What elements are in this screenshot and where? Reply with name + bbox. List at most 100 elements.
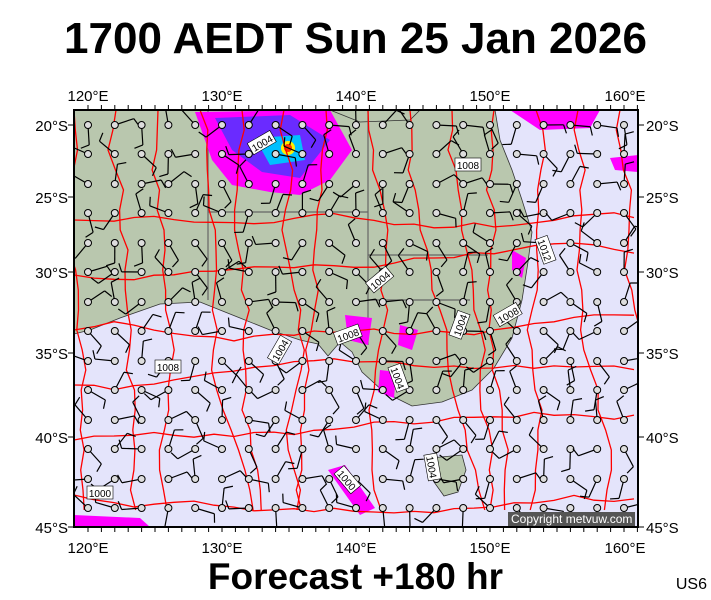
station-marker xyxy=(325,475,334,483)
wind-barb-flag xyxy=(105,262,115,267)
wind-barb-flag xyxy=(506,277,513,286)
wind-barb-flag xyxy=(294,157,298,167)
station-marker xyxy=(271,416,280,424)
station-marker xyxy=(566,327,575,335)
station-marker xyxy=(512,386,521,394)
wind-barb-flag xyxy=(522,284,532,289)
station-marker xyxy=(325,239,334,247)
station-marker xyxy=(137,475,146,483)
station-marker xyxy=(512,357,521,365)
wind-barb-flag xyxy=(198,131,207,138)
wind-barb-flag xyxy=(201,287,208,296)
station-marker xyxy=(271,268,280,276)
station-marker xyxy=(512,180,521,188)
station-marker xyxy=(137,150,146,158)
wind-barb-flag xyxy=(578,253,582,263)
station-marker xyxy=(378,121,387,129)
wind-barb-flag xyxy=(455,125,460,135)
wind-barb-flag xyxy=(544,455,554,460)
wind-barb-flag xyxy=(616,127,620,137)
wind-barb-flag xyxy=(110,277,120,283)
station-marker xyxy=(325,386,334,394)
station-marker xyxy=(352,268,360,276)
station-marker xyxy=(566,475,575,483)
station-marker xyxy=(164,416,173,424)
station-marker xyxy=(298,150,307,158)
station-marker xyxy=(84,504,92,512)
wind-barb-flag xyxy=(85,231,94,238)
station-marker xyxy=(378,150,387,158)
wind-barb-flag xyxy=(134,144,144,149)
station-marker xyxy=(218,239,226,247)
station-marker xyxy=(298,268,307,276)
station-marker xyxy=(593,386,602,394)
wind-barb-flag xyxy=(238,260,247,268)
lat-label: 25°S xyxy=(646,190,679,207)
wind-barb-flag xyxy=(267,423,271,433)
wind-barb-flag xyxy=(90,277,99,284)
wind-barb-flag xyxy=(398,321,408,325)
station-marker xyxy=(378,416,387,424)
station-marker xyxy=(539,327,548,335)
wind-barb-flag xyxy=(573,398,583,401)
station-marker xyxy=(84,150,92,158)
isobar xyxy=(485,110,509,511)
wind-barb-flag xyxy=(579,165,589,169)
wind-barb-flag xyxy=(182,287,191,293)
station-marker xyxy=(110,150,119,158)
wind-barb-flag xyxy=(509,365,518,372)
station-marker xyxy=(298,298,307,306)
station-marker xyxy=(432,357,441,365)
lon-label: 120°E xyxy=(67,540,108,557)
station-marker xyxy=(486,239,494,247)
station-marker xyxy=(405,298,414,306)
station-marker xyxy=(405,209,414,217)
station-marker xyxy=(218,445,226,453)
station-marker xyxy=(110,416,119,424)
station-marker xyxy=(432,150,441,158)
station-marker xyxy=(325,150,334,158)
wind-barb-flag xyxy=(345,280,349,290)
station-marker xyxy=(191,386,200,394)
isobar xyxy=(74,411,635,441)
wind-barb-flag xyxy=(574,526,575,527)
wind-barb-flag xyxy=(277,378,285,386)
wind-barb-flag xyxy=(235,366,242,375)
station-marker xyxy=(405,475,414,483)
station-marker xyxy=(218,209,226,217)
wind-barb-flag xyxy=(117,308,127,315)
station-marker xyxy=(352,445,360,453)
wind-barb-flag xyxy=(171,259,179,268)
station-marker xyxy=(325,121,334,129)
wind-barb-flag xyxy=(117,474,123,484)
wind-barb-flag xyxy=(319,380,327,388)
wind-barb-flag xyxy=(583,313,588,323)
station-marker xyxy=(110,180,119,188)
station-marker xyxy=(459,239,468,247)
wind-barb-flag xyxy=(402,528,410,531)
wind-stations xyxy=(65,110,638,531)
wind-barb-flag xyxy=(65,472,68,480)
map-title: 1700 AEDT Sun 25 Jan 2026 xyxy=(64,14,647,63)
wind-barb-flag xyxy=(574,144,578,154)
wind-barb-flag xyxy=(610,497,620,500)
station-marker xyxy=(164,180,173,188)
lat-label: 45°S xyxy=(35,520,68,537)
station-marker xyxy=(164,298,173,306)
station-marker xyxy=(298,121,307,129)
station-marker xyxy=(84,180,92,188)
wind-barb-flag xyxy=(310,139,317,148)
lon-label: 130°E xyxy=(201,88,242,105)
wind-barb-flag xyxy=(603,376,610,385)
station-marker xyxy=(84,268,92,276)
station-marker xyxy=(593,268,602,276)
wind-barb-flag xyxy=(545,212,553,221)
wind-barb-flag xyxy=(384,260,393,268)
wind-barb-flag xyxy=(302,189,312,194)
station-marker xyxy=(191,504,200,512)
station-marker xyxy=(271,298,280,306)
wind-barb-flag xyxy=(203,194,213,197)
station-marker xyxy=(110,268,119,276)
station-marker xyxy=(432,121,441,129)
station-marker xyxy=(620,475,628,483)
